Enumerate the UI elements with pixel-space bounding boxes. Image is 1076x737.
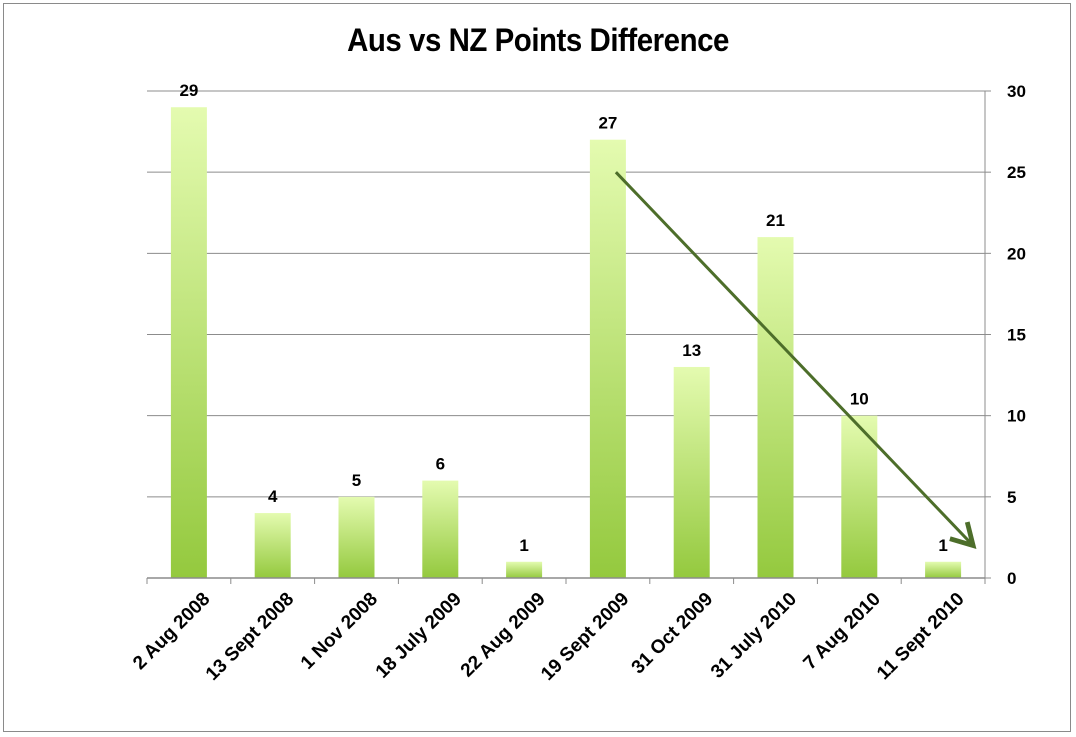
data-label: 29 xyxy=(179,81,198,100)
x-tick-label: 13 Sept 2008 xyxy=(202,589,298,685)
y-tick-label: 5 xyxy=(1007,488,1016,507)
data-label: 1 xyxy=(519,536,528,555)
gridlines xyxy=(147,90,985,498)
data-label: 27 xyxy=(598,114,617,133)
data-label: 1 xyxy=(938,536,947,555)
data-label: 6 xyxy=(436,455,445,474)
x-tick-label: 19 Sept 2009 xyxy=(537,589,633,685)
bar xyxy=(422,480,459,578)
bar xyxy=(170,107,207,578)
y-tick-label: 20 xyxy=(1007,244,1026,263)
x-tick-label: 11 Sept 2010 xyxy=(873,589,969,685)
y-tick-label: 0 xyxy=(1007,569,1016,588)
bar xyxy=(841,415,878,578)
bar xyxy=(757,237,794,578)
trend-arrow-group xyxy=(614,171,977,550)
bar xyxy=(338,496,375,578)
bar xyxy=(589,139,626,578)
axes xyxy=(146,90,991,584)
trend-arrow xyxy=(614,171,977,550)
data-label: 21 xyxy=(766,211,785,230)
bar xyxy=(673,366,710,578)
bar xyxy=(254,513,291,578)
chart-title: Aus vs NZ Points Difference xyxy=(347,22,729,58)
x-tick-label: 1 Nov 2008 xyxy=(297,589,382,674)
y-tick-label: 10 xyxy=(1007,407,1026,426)
y-tick-label: 25 xyxy=(1007,163,1026,182)
x-tick-label: 7 Aug 2010 xyxy=(800,589,885,674)
data-label: 10 xyxy=(850,390,869,409)
x-tick-label: 18 July 2009 xyxy=(372,589,466,683)
bar xyxy=(925,561,962,578)
data-label: 13 xyxy=(682,341,701,360)
y-tick-label: 15 xyxy=(1007,326,1026,345)
bar xyxy=(506,561,543,578)
bars xyxy=(170,107,962,578)
x-tick-label: 31 Oct 2009 xyxy=(628,589,718,679)
x-tick-label: 2 Aug 2008 xyxy=(129,589,214,674)
data-label: 5 xyxy=(352,471,361,490)
data-label: 4 xyxy=(268,487,278,506)
x-tick-label: 22 Aug 2009 xyxy=(457,589,550,682)
x-tick-label: 31 July 2010 xyxy=(707,589,801,683)
y-tick-label: 30 xyxy=(1007,82,1026,101)
